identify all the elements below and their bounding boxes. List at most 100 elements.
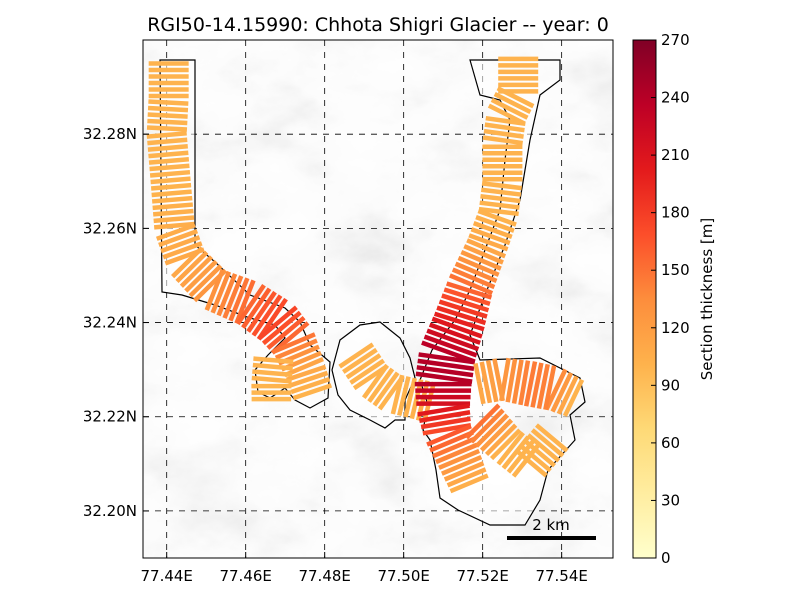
colorbar-tick-label: 60 (661, 434, 680, 452)
cross-section-line (390, 374, 405, 415)
cross-section-line (493, 91, 532, 114)
cross-section-line (482, 135, 523, 146)
cross-section-line (257, 305, 298, 341)
colorbar-tick-label: 90 (661, 376, 680, 394)
colorbar-tick-label: 180 (661, 204, 690, 222)
cross-section-line (155, 222, 196, 241)
cross-section-line (443, 461, 485, 482)
cross-section-line (251, 294, 283, 337)
cross-section-line (151, 195, 193, 204)
cross-section-line (338, 342, 375, 369)
cross-section-line (472, 221, 513, 240)
cross-section-line (252, 362, 293, 371)
scale-bar: 2 km (507, 516, 596, 540)
y-tick-label: 32.26N (83, 219, 137, 237)
cross-section-line (152, 208, 194, 217)
cross-section-line (253, 356, 294, 365)
cross-section-line (518, 443, 552, 473)
cross-section-line (464, 403, 501, 440)
cross-section-line (274, 338, 318, 360)
cross-section-line (147, 105, 189, 113)
cross-section-line (361, 363, 389, 400)
cross-section-line (496, 86, 535, 109)
plot-area: 2 km (142, 39, 614, 559)
cross-section-line (454, 261, 498, 283)
cross-section-line (475, 214, 515, 233)
cross-section-line (484, 122, 525, 133)
cross-section-line (470, 227, 511, 246)
cross-section-line (478, 206, 519, 217)
cross-section-line (266, 315, 306, 350)
cross-section-line (550, 371, 574, 413)
cross-section-line (421, 340, 476, 364)
cross-section-line (403, 377, 418, 418)
cross-section-line (149, 163, 190, 172)
cross-section-line (435, 442, 478, 465)
cross-section-line (292, 383, 333, 401)
cross-section-line (415, 371, 473, 384)
cross-section-line (160, 235, 201, 254)
cross-section-line (483, 128, 524, 139)
cross-section-line (252, 369, 293, 378)
cross-section-line (473, 362, 486, 405)
cross-section-line (440, 455, 483, 476)
cross-section-line (147, 112, 188, 119)
cross-section-line (496, 431, 525, 466)
colorbar-ticks: 0 30 60 90 120 150 180 210 240 270 (651, 31, 690, 567)
cross-section-line (149, 169, 191, 178)
colorbar-tick-label: 120 (661, 319, 690, 337)
cross-section-line (153, 215, 195, 224)
cross-section-line (288, 370, 329, 389)
y-tick-label: 32.22N (83, 408, 137, 426)
cross-section-line (530, 428, 565, 458)
cross-section-line (530, 362, 544, 408)
cross-section-line (372, 371, 400, 407)
cross-section-line (457, 255, 500, 277)
y-tick-label: 32.28N (83, 125, 137, 143)
cross-section-line (290, 377, 331, 395)
scale-bar-label: 2 km (532, 516, 570, 534)
cross-section-line (423, 334, 478, 358)
cross-section-line (479, 418, 514, 452)
cross-section-line (417, 403, 470, 417)
x-tick-label: 77.44E (140, 567, 192, 585)
colorbar-tick-label: 150 (661, 261, 690, 279)
cross-section-line (146, 131, 187, 139)
cross-section-line (417, 358, 475, 371)
cross-section-line (162, 241, 203, 260)
cross-section-line (446, 467, 487, 488)
cross-section-line (367, 367, 395, 403)
plot-frame (142, 39, 614, 559)
cross-section-line (505, 358, 518, 403)
cross-section-line (419, 410, 471, 423)
cross-section-line (480, 187, 522, 197)
cross-section-line (518, 360, 531, 406)
cross-section-line (438, 448, 481, 470)
x-tick-label: 77.48E (298, 567, 350, 585)
cross-section-line (443, 287, 491, 307)
cross-section-line (271, 332, 316, 355)
cross-section-line (479, 200, 520, 210)
cross-section-line (235, 283, 266, 326)
x-axis-ticks: 77.44E 77.46E 77.48E 77.50E 77.52E 77.54E (140, 552, 588, 585)
cross-section-line (228, 277, 250, 322)
cross-section-line (432, 436, 476, 459)
cross-section-line (426, 328, 480, 352)
cross-section-line (480, 194, 521, 204)
cross-section-line (490, 97, 529, 120)
cross-section-line (438, 299, 488, 319)
cross-section-line (241, 287, 272, 329)
cross-section-line (543, 365, 557, 411)
cross-section-line (451, 267, 496, 290)
cross-section-line (210, 270, 232, 314)
cross-section-line (469, 408, 505, 444)
colorbar-tick-label: 30 (661, 491, 680, 509)
cross-section-line (433, 311, 485, 332)
cross-section-line (422, 423, 472, 436)
cross-section-line (535, 423, 569, 453)
cross-section-line (148, 99, 189, 106)
cross-section-line (204, 268, 225, 311)
cross-section-line (222, 275, 244, 319)
cross-section-line (428, 322, 481, 345)
